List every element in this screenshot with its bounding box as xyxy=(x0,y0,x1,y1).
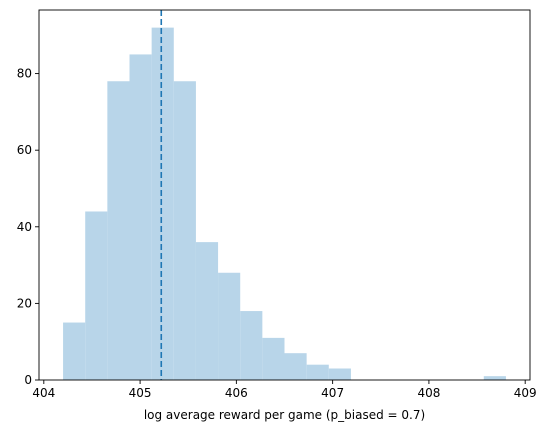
y-tick-label: 80 xyxy=(17,67,32,81)
histogram-bar xyxy=(284,353,307,380)
y-tick-label: 20 xyxy=(17,296,32,310)
y-tick-label: 60 xyxy=(17,143,32,157)
x-axis-ticks: 404 405 406 407 408 409 xyxy=(32,380,537,400)
histogram-bar xyxy=(240,311,263,380)
x-axis-label: log average reward per game (p_biased = … xyxy=(144,408,425,422)
axes-frame xyxy=(38,9,531,381)
histogram-bar xyxy=(218,272,241,380)
histogram-bar xyxy=(328,368,351,380)
axes xyxy=(38,9,531,381)
histogram-bar xyxy=(195,242,219,380)
x-tick-label: 404 xyxy=(32,386,55,400)
x-tick-label: 408 xyxy=(417,386,440,400)
histogram-bar xyxy=(262,337,285,380)
y-axis-ticks: 0 20 40 60 80 xyxy=(17,67,39,387)
x-tick-label: 409 xyxy=(514,386,537,400)
histogram-bar xyxy=(129,54,152,381)
histogram-bar xyxy=(151,27,174,380)
histogram-bars xyxy=(63,27,506,381)
y-tick-label: 0 xyxy=(24,373,32,387)
histogram-bar xyxy=(483,376,506,380)
histogram-bar xyxy=(63,322,86,380)
histogram-bar xyxy=(306,364,329,380)
y-tick-label: 40 xyxy=(17,220,32,234)
x-tick-label: 407 xyxy=(321,386,344,400)
histogram-bar xyxy=(173,81,196,380)
histogram-bar xyxy=(85,211,108,380)
histogram-bar xyxy=(107,81,130,380)
x-tick-label: 405 xyxy=(129,386,152,400)
x-tick-label: 406 xyxy=(225,386,248,400)
